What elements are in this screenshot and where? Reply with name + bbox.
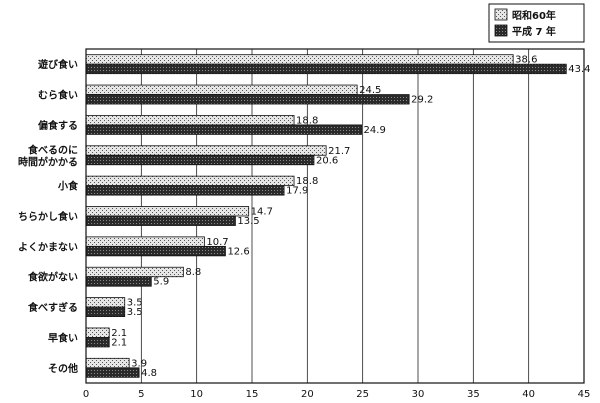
plot-frame: [85, 48, 585, 384]
legend-label: 平成 7 年: [512, 25, 556, 38]
data-label: 3.5: [127, 307, 143, 318]
bar-showa-60: [85, 297, 126, 308]
x-tick-label: 15: [246, 389, 259, 400]
bar-heisei-7: [85, 63, 567, 75]
data-label: 3.9: [131, 358, 147, 369]
bar-showa-60: [85, 327, 110, 338]
data-label: 4.8: [141, 368, 157, 379]
bar-showa-60: [85, 84, 358, 95]
category-label: 食べすぎる: [27, 301, 78, 314]
x-tick-label: 45: [578, 389, 591, 400]
data-label: 2.1: [111, 328, 127, 339]
data-label: 24.9: [364, 125, 386, 136]
bar-heisei-7: [85, 276, 152, 287]
data-label: 13.5: [237, 216, 259, 227]
x-tick-label: 35: [467, 389, 480, 400]
bar-showa-60: [85, 115, 295, 126]
data-label: 3.5: [127, 298, 143, 309]
bar-heisei-7: [85, 215, 236, 226]
x-tick-label: 10: [190, 389, 203, 400]
bar-showa-60: [85, 145, 327, 156]
bar-heisei-7: [85, 337, 110, 348]
data-label: 38.6: [515, 55, 537, 66]
bar-heisei-7: [85, 124, 362, 135]
bar-showa-60: [85, 54, 514, 65]
x-tick-label: 0: [83, 389, 89, 400]
legend-swatch: [494, 24, 508, 37]
data-label: 14.7: [251, 207, 273, 218]
legend-swatch: [494, 8, 508, 21]
category-label: 偏食する: [38, 119, 78, 132]
category-label: 食欲がない: [27, 271, 78, 284]
category-label: 食べるのに: [27, 143, 78, 156]
data-label: 17.9: [286, 186, 308, 197]
data-label: 43.4: [568, 64, 590, 75]
axes: 0 5 10 15 20 25 30 35 40 45: [83, 48, 591, 400]
bar-showa-60: [85, 206, 250, 217]
bars: [85, 54, 567, 378]
category-label: むら食い: [38, 89, 78, 102]
bar-showa-60: [85, 236, 205, 247]
data-label: 24.5: [359, 85, 381, 96]
data-label: 5.9: [153, 277, 169, 288]
data-label: 18.8: [296, 115, 318, 126]
legend-label: 昭和60年: [512, 9, 556, 22]
category-label: ちらかし食い: [18, 210, 78, 223]
data-label: 29.2: [411, 95, 433, 106]
bar-showa-60: [85, 357, 130, 369]
data-label: 2.1: [111, 337, 127, 348]
category-label: 小食: [57, 180, 79, 193]
category-label: 時間がかかる: [18, 155, 78, 168]
x-tick-label: 30: [412, 389, 425, 400]
category-label: その他: [48, 362, 78, 375]
x-tick-label: 5: [138, 389, 144, 400]
bar-showa-60: [85, 175, 295, 187]
bar-heisei-7: [85, 154, 315, 166]
category-label: 遊び食い: [38, 58, 78, 71]
category-label: 早食い: [48, 331, 78, 344]
data-label: 21.7: [328, 146, 350, 157]
data-label: 10.7: [206, 237, 228, 248]
category-label: よくかまない: [18, 241, 78, 253]
bar-heisei-7: [85, 185, 285, 196]
data-label: 12.6: [227, 246, 249, 257]
data-label: 8.8: [185, 267, 201, 278]
labels: 38.6 43.4 遊び食い 24.5 29.2 むら食い 18.8 24.9 偏食する 21.7…: [18, 55, 591, 379]
bar-showa-60: [85, 266, 184, 278]
x-tick-label: 40: [522, 389, 535, 400]
x-tick-label: 25: [356, 389, 369, 400]
x-tick-label: 20: [301, 389, 314, 400]
bar-heisei-7: [85, 306, 126, 317]
data-label: 18.8: [296, 176, 318, 187]
bar-heisei-7: [85, 245, 226, 257]
data-label: 20.6: [316, 155, 338, 166]
